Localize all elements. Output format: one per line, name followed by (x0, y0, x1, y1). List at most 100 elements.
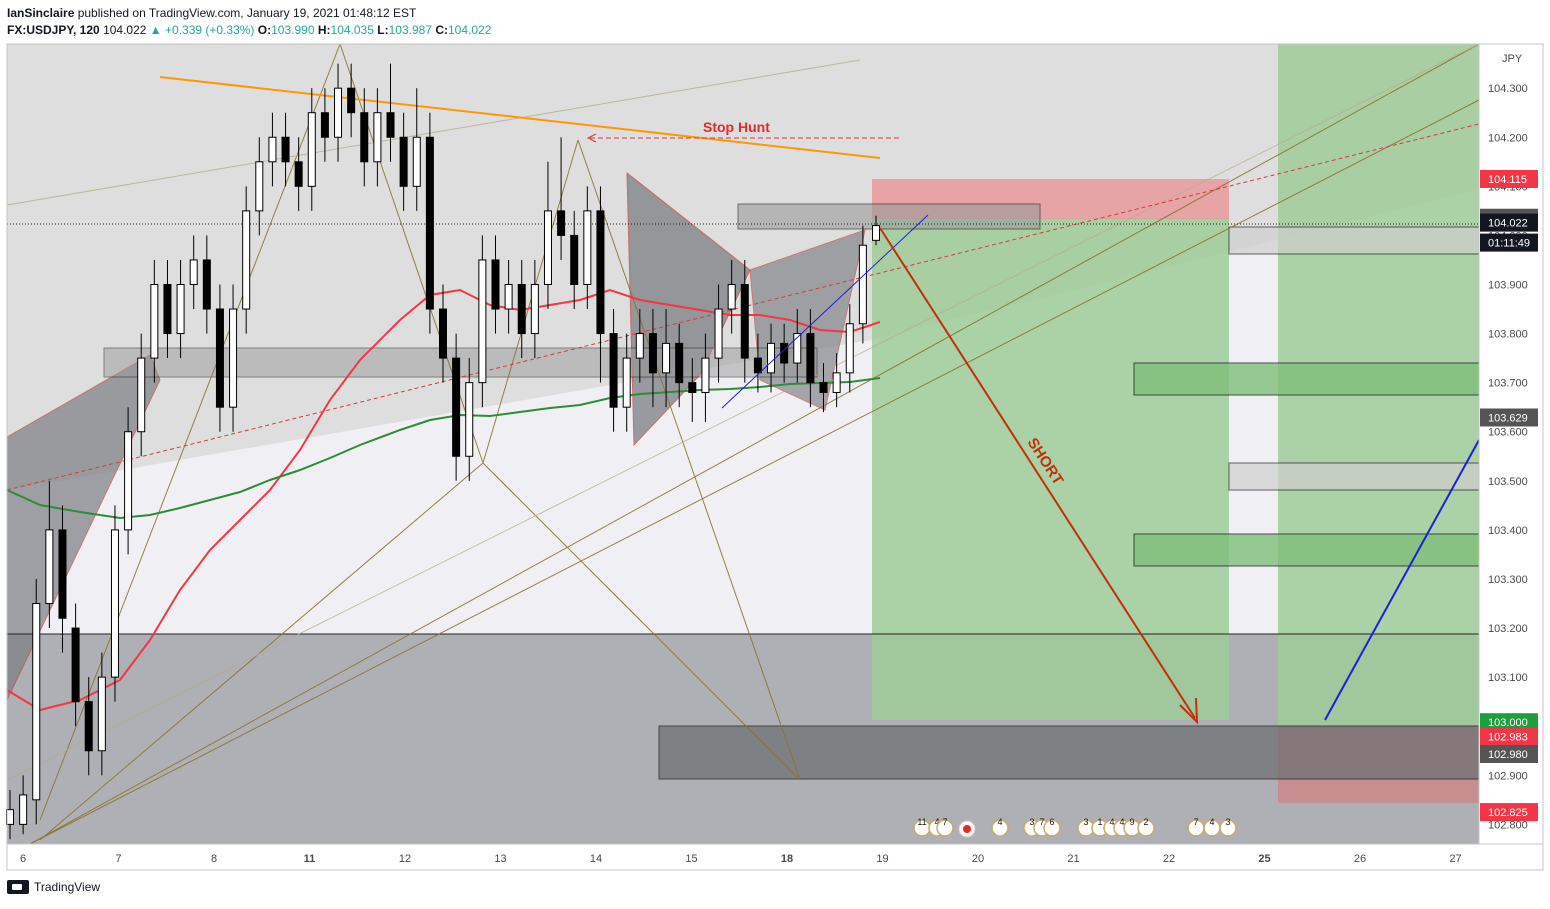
bull-candle (583, 210, 592, 285)
bull-candle (176, 283, 185, 335)
bull-candle (97, 676, 106, 752)
time-axis[interactable] (7, 844, 1543, 870)
bear-candle (58, 529, 67, 619)
bull-candle (727, 283, 736, 310)
bear-candle (452, 357, 461, 457)
x-tick-label: 22 (1163, 853, 1175, 865)
event-count: 4 (997, 817, 1002, 827)
bull-candle (858, 244, 867, 325)
y-tick-label: 104.300 (1488, 83, 1528, 95)
y-tick-label: 103.900 (1488, 279, 1528, 291)
x-tick-label: 21 (1067, 853, 1079, 865)
japan-flag-dot-icon (963, 825, 971, 833)
bear-candle (163, 283, 172, 335)
price-label-box (1480, 727, 1538, 746)
bear-candle (294, 161, 303, 187)
x-tick-label: 8 (211, 853, 217, 865)
price-label-box (1480, 745, 1538, 764)
price-label-box (1480, 713, 1538, 732)
open-value: 103.990 (271, 23, 315, 37)
x-tick-label: 14 (590, 853, 602, 865)
bear-candle (675, 342, 684, 384)
y-tick-label: 103.600 (1488, 427, 1528, 439)
event-count: 3 (1225, 817, 1230, 827)
tradingview-logo-icon (7, 880, 29, 894)
price-label: 102.980 (1488, 749, 1528, 761)
bear-candle (819, 382, 828, 393)
bull-candle (242, 210, 251, 310)
author-name[interactable]: IanSinclaire (7, 6, 75, 20)
event-count: 3 (1029, 817, 1034, 827)
bear-candle (386, 112, 395, 138)
event-count: 7 (1193, 817, 1198, 827)
low-value: 103.987 (388, 23, 432, 37)
bull-candle (45, 529, 54, 605)
bear-candle (215, 308, 224, 408)
symbol-label[interactable]: FX:USDJPY, 120 (7, 23, 100, 37)
y-tick-label: 103.100 (1488, 672, 1528, 684)
zone-rect-right3 (1228, 462, 1480, 491)
bear-candle (491, 259, 500, 310)
bull-candle (504, 283, 513, 310)
stop-hunt-label: Stop Hunt (703, 119, 770, 135)
y-tick-label: 102.900 (1488, 770, 1528, 782)
bear-candle (740, 283, 749, 359)
bear-candle (320, 112, 329, 138)
event-count: 9 (1129, 817, 1134, 827)
bull-candle (6, 809, 14, 825)
bull-candle (701, 357, 710, 393)
economic-events[interactable]: 11 4 7 4 3 7 6 3 1 4 4 9 2 7 4 3 (913, 817, 1237, 838)
event-marker-icon[interactable] (1137, 819, 1155, 837)
event-marker-icon[interactable] (1043, 819, 1061, 837)
y-tick-label: 103.700 (1488, 378, 1528, 390)
short-arrow-head (1179, 697, 1199, 725)
open-label: O: (257, 23, 272, 37)
bear-candle (439, 308, 447, 359)
bull-candle (307, 112, 316, 187)
bull-candle (478, 259, 487, 384)
event-count: 4 (934, 817, 939, 827)
short-arrow-line (879, 227, 1196, 719)
bull-candle (845, 323, 854, 374)
x-tick-label: 6 (20, 853, 26, 865)
x-tick-label: 7 (115, 853, 121, 865)
event-count: 11 (917, 817, 926, 827)
x-tick-label: 26 (1354, 853, 1366, 865)
bear-candle (399, 136, 408, 187)
bear-candle (281, 136, 290, 163)
zone-rect-bottom (658, 725, 1480, 780)
zone-rect-right4 (1133, 533, 1480, 567)
event-marker-icon[interactable] (1219, 819, 1237, 837)
footer-brand[interactable]: TradingView (34, 880, 101, 894)
price-change: +0.339 (+0.33%) (165, 23, 255, 37)
price-label: 103.629 (1488, 412, 1528, 424)
event-count: 4 (1119, 817, 1124, 827)
close-label: C: (435, 23, 448, 37)
currency-label: JPY (1502, 53, 1523, 65)
x-tick-label: 18 (781, 853, 793, 865)
thin-grey-lines (6, 43, 1480, 781)
bear-candle (84, 701, 93, 752)
price-label-box (1480, 233, 1538, 252)
publish-text: published on TradingView.com, January 19… (74, 6, 417, 20)
bull-candle (465, 382, 474, 457)
bull-candle (543, 210, 552, 285)
event-count: 7 (942, 817, 947, 827)
bear-candle (648, 333, 657, 374)
event-marker-icon[interactable] (936, 819, 954, 837)
x-tick-label: 19 (876, 853, 888, 865)
bear-candle (753, 357, 762, 374)
bull-candle (32, 603, 41, 801)
footer: TradingView (7, 880, 100, 894)
price-label-box (1480, 213, 1538, 232)
bear-candle (609, 333, 618, 408)
bear-candle (780, 342, 789, 364)
ma-red (6, 288, 881, 712)
candles (6, 63, 880, 840)
blue-projection-line (721, 214, 929, 409)
bull-candle (255, 161, 264, 212)
change-arrow-icon: ▲ (149, 23, 162, 37)
event-marker-icon[interactable] (991, 819, 1009, 837)
price-label: 102.983 (1488, 732, 1528, 744)
